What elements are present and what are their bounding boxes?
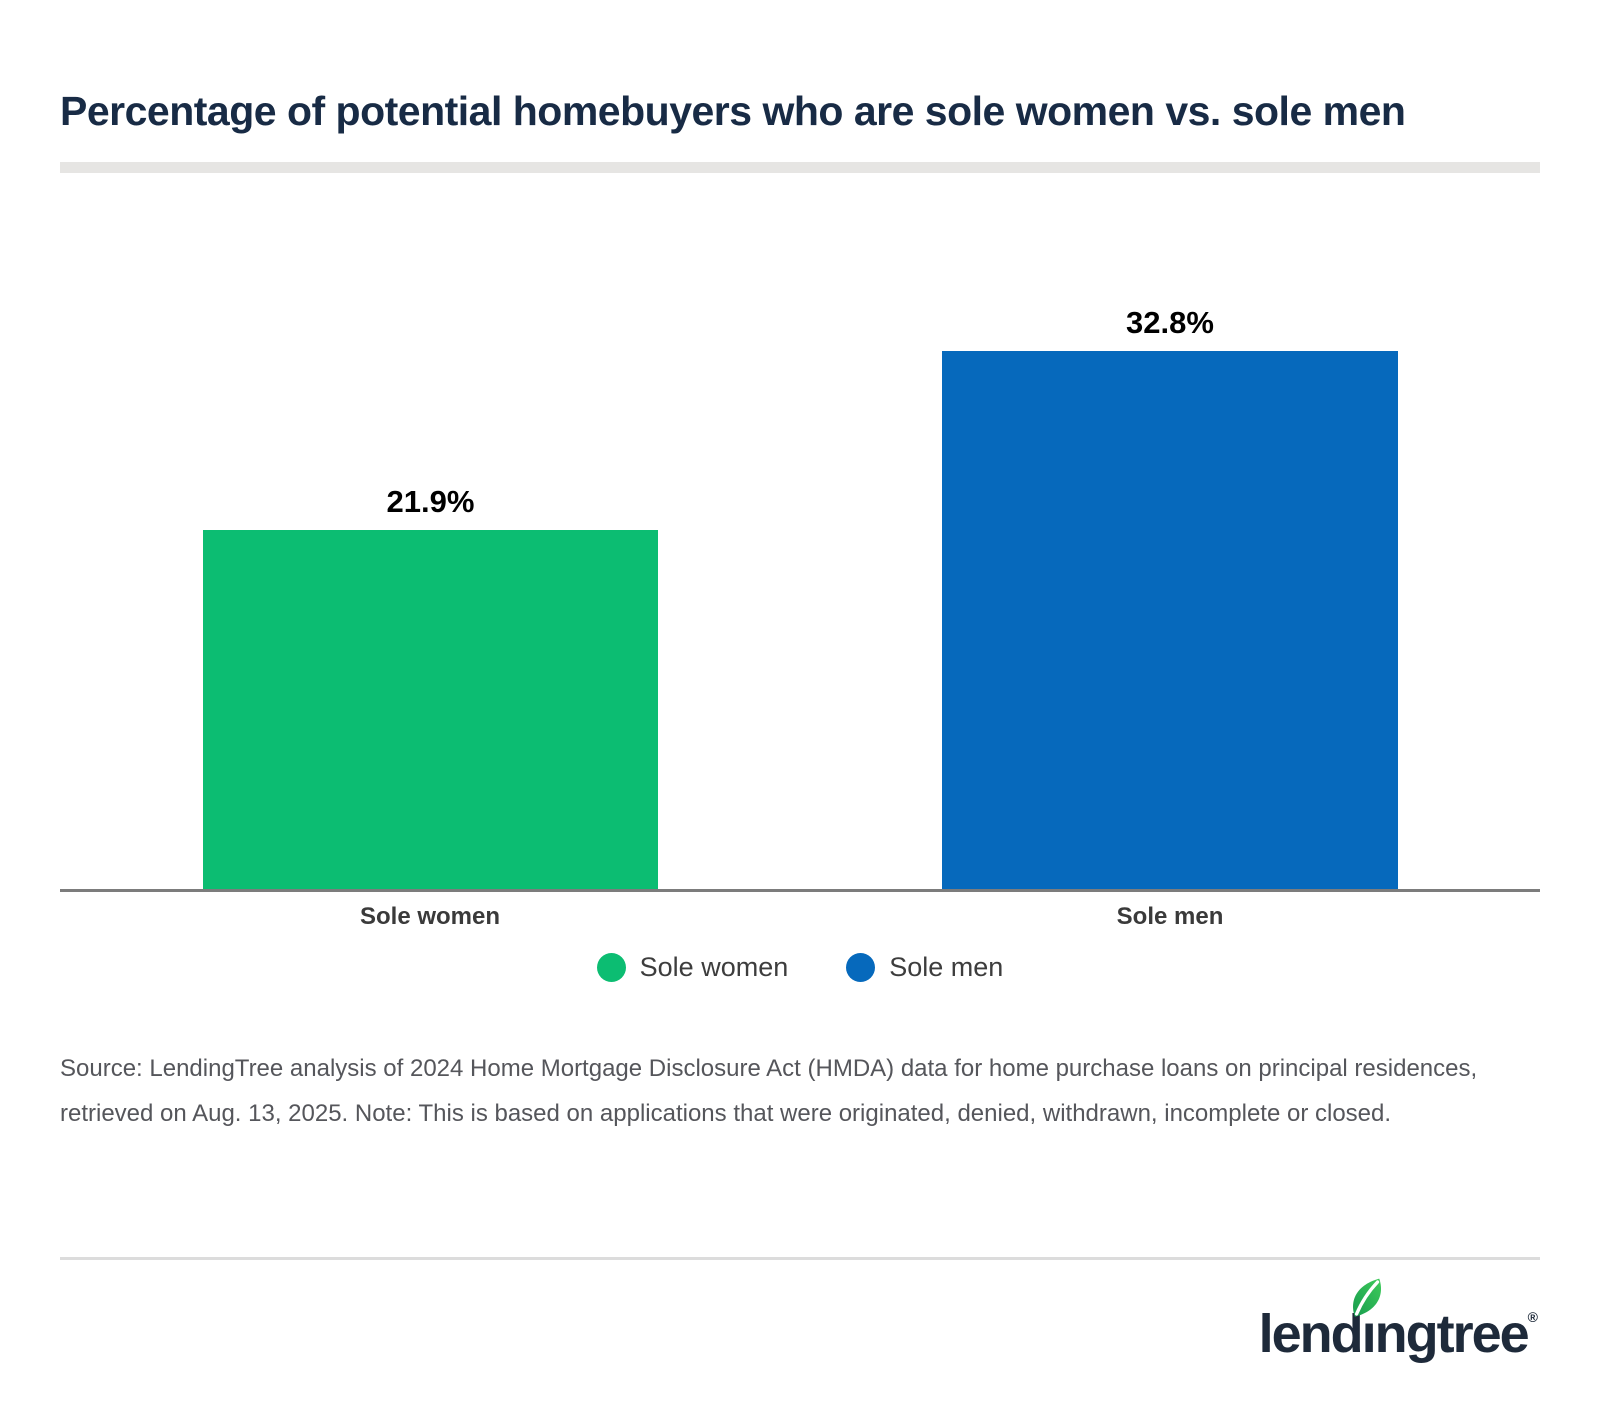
legend-item-sole-men: Sole men bbox=[846, 952, 1003, 983]
legend-label-sole-men: Sole men bbox=[889, 952, 1004, 982]
leaf-icon bbox=[1352, 1278, 1381, 1317]
logo-registered-mark: ® bbox=[1527, 1309, 1538, 1325]
lendingtree-logo: lendıngtree® bbox=[1259, 1278, 1538, 1372]
footer-divider bbox=[60, 1257, 1540, 1260]
page-title: Percentage of potential homebuyers who a… bbox=[60, 88, 1406, 134]
x-axis-line bbox=[60, 889, 1540, 892]
bar-group-sole-women: 21.9% bbox=[203, 200, 658, 890]
legend-dot-blue-icon bbox=[846, 953, 876, 982]
bar-chart-plot-area: 21.9% 32.8% bbox=[60, 200, 1540, 890]
value-label-sole-men: 32.8% bbox=[1126, 305, 1214, 341]
legend-dot-green-icon bbox=[596, 953, 626, 982]
chart-legend: Sole women Sole men bbox=[0, 952, 1600, 983]
legend-item-sole-women: Sole women bbox=[596, 952, 789, 983]
category-label-sole-women: Sole women bbox=[359, 903, 501, 930]
bar-sole-women bbox=[203, 530, 658, 890]
logo-wordmark-text: lendıngtree bbox=[1258, 1304, 1530, 1364]
category-label-sole-men: Sole men bbox=[1116, 903, 1224, 930]
title-underline-strip bbox=[60, 162, 1540, 173]
bar-sole-men bbox=[942, 351, 1398, 890]
logo-wordmark: lendıngtree® bbox=[1259, 1307, 1538, 1361]
legend-label-sole-women: Sole women bbox=[639, 952, 789, 982]
bar-group-sole-men: 32.8% bbox=[942, 200, 1398, 890]
source-note: Source: LendingTree analysis of 2024 Hom… bbox=[60, 1055, 1478, 1127]
value-label-sole-women: 21.9% bbox=[386, 484, 475, 520]
